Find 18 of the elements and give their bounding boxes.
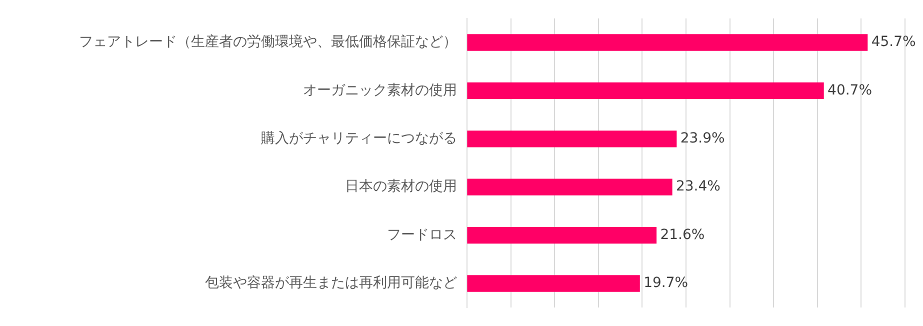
bar (467, 130, 677, 148)
y-tick-label: 日本の素材の使用 (345, 178, 457, 195)
y-tick-label: 購入がチャリティーにつながる (261, 130, 457, 147)
data-label: 19.7% (644, 275, 688, 292)
bar (467, 275, 640, 292)
bar (467, 82, 824, 100)
data-label: 40.7% (828, 82, 872, 98)
y-tick-label: オーガニック素材の使用 (303, 82, 457, 98)
data-label: 23.9% (680, 130, 725, 147)
bar (467, 178, 672, 196)
bar (467, 226, 657, 244)
data-label: 45.7% (871, 34, 916, 50)
y-tick-label: フードロス (387, 226, 457, 243)
y-tick-label: フェアトレード（生産者の労働環境や、最低価格保証など） (79, 34, 457, 50)
data-label: 21.6% (660, 226, 705, 243)
data-label: 23.4% (676, 178, 720, 195)
y-tick-label: 包装や容器が再生または再利用可能など (205, 275, 457, 292)
bar (467, 34, 868, 51)
